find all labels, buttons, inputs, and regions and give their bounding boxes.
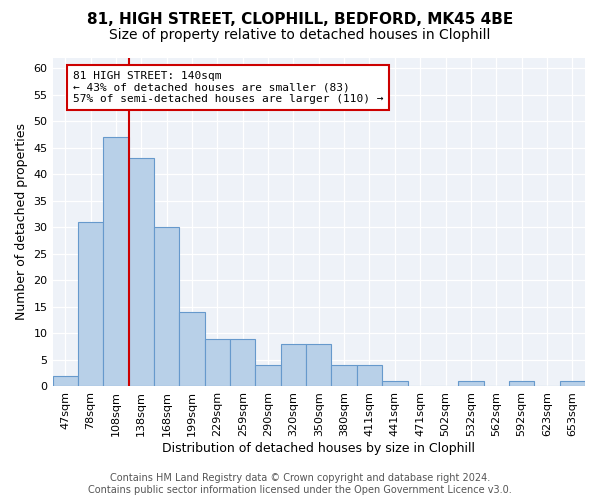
Bar [509, 381, 534, 386]
Bar [230, 338, 256, 386]
Bar [78, 222, 103, 386]
Bar [205, 338, 230, 386]
Bar [281, 344, 306, 387]
Bar [331, 365, 357, 386]
Bar [154, 228, 179, 386]
Bar [128, 158, 154, 386]
Bar [382, 381, 407, 386]
Text: Size of property relative to detached houses in Clophill: Size of property relative to detached ho… [109, 28, 491, 42]
Text: Contains HM Land Registry data © Crown copyright and database right 2024.
Contai: Contains HM Land Registry data © Crown c… [88, 474, 512, 495]
Text: 81 HIGH STREET: 140sqm
← 43% of detached houses are smaller (83)
57% of semi-det: 81 HIGH STREET: 140sqm ← 43% of detached… [73, 71, 383, 104]
Bar [458, 381, 484, 386]
Text: 81, HIGH STREET, CLOPHILL, BEDFORD, MK45 4BE: 81, HIGH STREET, CLOPHILL, BEDFORD, MK45… [87, 12, 513, 28]
Bar [103, 137, 128, 386]
Bar [357, 365, 382, 386]
Bar [53, 376, 78, 386]
Y-axis label: Number of detached properties: Number of detached properties [15, 124, 28, 320]
Bar [179, 312, 205, 386]
Bar [560, 381, 585, 386]
Bar [306, 344, 331, 387]
Bar [256, 365, 281, 386]
X-axis label: Distribution of detached houses by size in Clophill: Distribution of detached houses by size … [162, 442, 475, 455]
